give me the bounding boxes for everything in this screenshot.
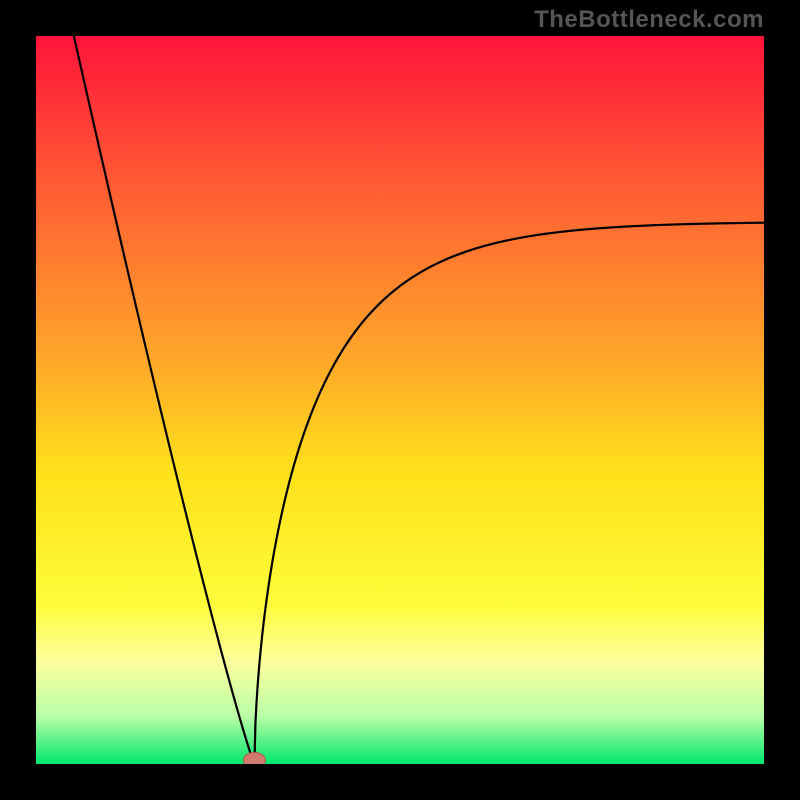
watermark-text: TheBottleneck.com (534, 6, 764, 34)
chart-background (36, 36, 764, 764)
frame-border-bottom (0, 764, 800, 800)
bottleneck-chart (0, 0, 800, 800)
frame-border-right (764, 0, 800, 800)
frame-border-left (0, 0, 36, 800)
